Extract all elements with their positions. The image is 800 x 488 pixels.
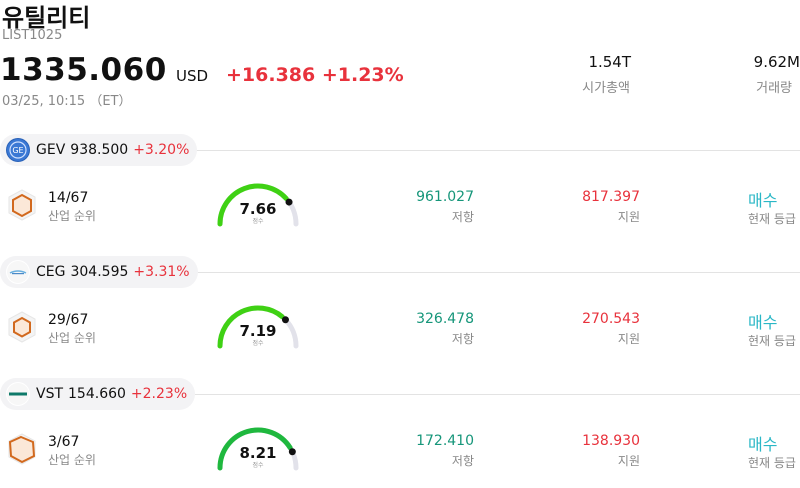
ge-vernova-logo-icon: GE	[6, 138, 30, 162]
row-divider	[195, 150, 800, 151]
industry-rank: 3/67	[48, 434, 80, 450]
score-gauge	[217, 183, 299, 227]
score-value: 8.21	[239, 444, 277, 462]
support-value: 270.543	[582, 311, 640, 327]
resistance-label: 저항	[451, 454, 474, 468]
stock-change: +2.23%	[130, 386, 188, 402]
resistance-value: 326.478	[416, 311, 474, 327]
rating-label: 현재 등급	[748, 334, 796, 348]
resistance-value: 172.410	[416, 433, 474, 449]
stock-change: +3.20%	[133, 142, 190, 158]
index-code: LIST1025	[2, 28, 63, 43]
row-divider	[195, 272, 800, 273]
page-title: 유틸리티	[2, 4, 91, 32]
resistance-label: 저항	[451, 332, 474, 346]
market-cap-label: 시가총액	[582, 81, 630, 96]
stock-ticker: CEG	[36, 264, 66, 280]
score-label: 점수	[252, 218, 264, 225]
stock-ticker: VST	[36, 386, 64, 402]
support-label: 지원	[617, 454, 640, 468]
stock-row[interactable]: VST 154.660 +2.23% 3/67 산업 순위 8.21 점수 17…	[0, 244, 800, 488]
rating-value[interactable]: 매수	[748, 191, 778, 210]
industry-rank-label: 산업 순위	[48, 453, 96, 467]
industry-rank: 29/67	[48, 312, 89, 328]
row-divider	[195, 394, 800, 395]
score-gauge	[217, 305, 299, 349]
support-label: 지원	[617, 332, 640, 346]
stock-price: 938.500	[70, 142, 129, 158]
rating-value[interactable]: 매수	[748, 435, 778, 454]
support-value: 817.397	[582, 189, 640, 205]
stock-pill[interactable]: CEG 304.595 +3.31%	[0, 256, 198, 288]
resistance-value: 961.027	[416, 189, 474, 205]
score-label: 점수	[252, 340, 264, 347]
currency-label: USD	[176, 67, 209, 85]
resistance-label: 저항	[451, 210, 474, 224]
score-gauge	[217, 427, 299, 471]
stock-pill[interactable]: VST 154.660 +2.23%	[0, 378, 196, 410]
rating-label: 현재 등급	[748, 456, 796, 470]
index-change: +16.386 +1.23%	[226, 64, 404, 86]
industry-rank-label: 산업 순위	[48, 209, 96, 223]
stock-pill[interactable]: GE GEV 938.500 +3.20%	[0, 134, 198, 166]
vistra-logo-icon	[6, 382, 30, 406]
support-label: 지원	[617, 210, 640, 224]
constellation-logo-icon	[6, 260, 30, 284]
stock-price: 304.595	[70, 264, 129, 280]
rating-label: 현재 등급	[748, 212, 796, 226]
support-value: 138.930	[582, 433, 640, 449]
score-value: 7.19	[239, 322, 277, 340]
score-value: 7.66	[239, 200, 277, 218]
industry-rank-hex-icon	[8, 433, 36, 465]
market-cap-value: 1.54T	[588, 53, 631, 71]
industry-rank-label: 산업 순위	[48, 331, 96, 345]
timestamp: 03/25, 10:15 （ET）	[2, 94, 132, 109]
volume-value: 9.62M	[753, 53, 800, 71]
industry-rank-hex-icon	[8, 311, 36, 343]
stock-row[interactable]: CEG 304.595 +3.31% 29/67 산업 순위 7.19 점수 3…	[0, 122, 800, 349]
industry-rank: 14/67	[48, 190, 89, 206]
svg-text:GE: GE	[12, 146, 23, 155]
stock-price: 154.660	[68, 386, 126, 402]
rating-value[interactable]: 매수	[748, 313, 778, 332]
stock-ticker: GEV	[36, 142, 66, 158]
score-label: 점수	[252, 462, 264, 469]
industry-rank-hex-icon	[8, 189, 36, 221]
index-price: 1335.060	[0, 52, 167, 88]
volume-label: 거래량	[756, 81, 792, 96]
stock-row[interactable]: GE GEV 938.500 +3.20% 14/67 산업 순위 7.66 점…	[0, 0, 800, 227]
stock-change: +3.31%	[133, 264, 190, 280]
